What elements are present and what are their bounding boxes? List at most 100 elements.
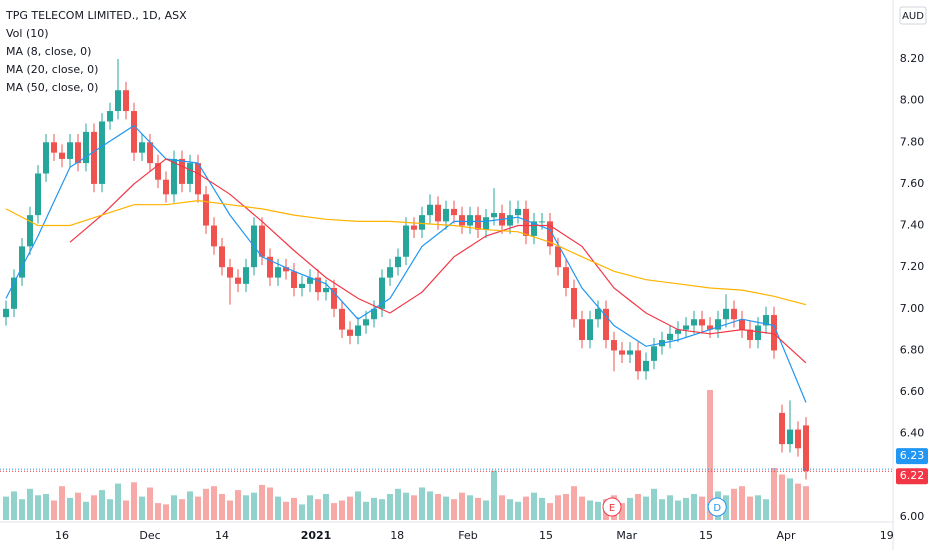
volume-bar	[203, 488, 209, 520]
volume-bar	[595, 501, 601, 520]
volume-bar	[195, 496, 201, 520]
candle-body	[339, 308, 345, 330]
volume-bar	[427, 491, 433, 520]
candle-body	[35, 173, 41, 216]
candle-body	[347, 329, 353, 336]
volume-bar	[275, 496, 281, 520]
candle-body	[515, 208, 521, 216]
candle-body	[99, 121, 105, 184]
volume-bar	[307, 495, 313, 520]
candle-body	[299, 283, 305, 288]
candle-body	[163, 179, 169, 195]
volume-bar	[355, 491, 361, 520]
candle-body	[107, 111, 113, 122]
x-tick-label: Feb	[458, 529, 477, 542]
volume-bar	[771, 468, 777, 520]
candle-body	[771, 315, 777, 351]
currency-box	[899, 6, 927, 25]
volume-bar	[483, 500, 489, 520]
candle-body	[355, 325, 361, 336]
candle-body	[291, 271, 297, 288]
candle-body	[627, 350, 633, 355]
volume-bar	[523, 496, 529, 520]
ma-line	[69, 158, 807, 364]
volume-bar	[619, 503, 625, 520]
candle-body	[715, 319, 721, 330]
candle-body	[219, 246, 225, 268]
candle-body	[91, 131, 97, 184]
volume-bar	[123, 500, 129, 520]
candle-body	[363, 319, 369, 326]
indicator-label: MA (8, close, 0)	[6, 45, 91, 58]
candle-body	[155, 163, 161, 180]
candle-body	[555, 246, 561, 268]
volume-bar	[27, 488, 33, 520]
candle-body	[403, 225, 409, 257]
candle-body	[331, 288, 337, 309]
volume-bar	[11, 491, 17, 520]
candle-body	[75, 142, 81, 164]
candle-body	[795, 429, 801, 449]
volume-bar	[659, 499, 665, 520]
volume-bar	[491, 470, 497, 520]
volume-bar	[587, 500, 593, 520]
volume-bar	[443, 496, 449, 520]
candle-body	[667, 333, 673, 341]
volume-bar	[515, 501, 521, 520]
indicator-label: MA (20, close, 0)	[6, 63, 98, 76]
volume-bar	[779, 474, 785, 520]
y-tick-label: 6.00	[900, 510, 925, 523]
candle-body	[51, 142, 57, 153]
candle-body	[27, 215, 33, 247]
y-tick-label: 7.40	[900, 219, 925, 232]
candle-body	[595, 308, 601, 320]
volume-bar	[651, 488, 657, 520]
volume-bar	[35, 495, 41, 520]
volume-bar	[107, 499, 113, 520]
ma-line	[5, 199, 807, 306]
x-tick-label: 16	[55, 529, 69, 542]
y-tick-label: 7.00	[900, 302, 925, 315]
candle-body	[443, 208, 449, 222]
y-tick-label: 6.40	[900, 427, 925, 440]
volume-bar	[627, 497, 633, 520]
volume-bar	[563, 494, 569, 520]
candle-body	[139, 142, 145, 153]
y-tick-label: 8.20	[900, 52, 925, 65]
volume-bar	[387, 494, 393, 520]
candle-body	[67, 142, 73, 159]
candle-body	[427, 204, 433, 216]
candle-body	[395, 256, 401, 268]
volume-bar	[731, 488, 737, 520]
volume-bar	[467, 495, 473, 520]
candle-body	[283, 267, 289, 272]
ma-line	[5, 124, 807, 403]
volume-bar	[539, 497, 545, 520]
candle-body	[379, 277, 385, 309]
indicator-label: Vol (10)	[6, 27, 49, 40]
volume-bar	[555, 495, 561, 520]
volume-bar	[267, 487, 273, 520]
candle-body	[203, 194, 209, 226]
volume-bar	[323, 494, 329, 520]
candle-body	[451, 208, 457, 216]
candle-body	[539, 221, 545, 223]
x-tick-label: 18	[390, 529, 404, 542]
candle-body	[19, 246, 25, 278]
event-marker	[602, 497, 622, 517]
indicator-label: MA (50, close, 0)	[6, 81, 98, 94]
volume-bar	[67, 497, 73, 520]
candle-body	[483, 217, 489, 230]
volume-bar	[403, 492, 409, 520]
volume-bar	[259, 484, 265, 520]
candle-body	[739, 319, 745, 330]
volume-bar	[459, 492, 465, 520]
event-label: D	[713, 503, 721, 514]
candle-body	[651, 346, 657, 361]
volume-bar	[339, 500, 345, 520]
x-tick-label: Apr	[776, 529, 796, 542]
volume-bar	[531, 492, 537, 520]
candle-body	[755, 325, 761, 341]
candle-body	[211, 225, 217, 247]
